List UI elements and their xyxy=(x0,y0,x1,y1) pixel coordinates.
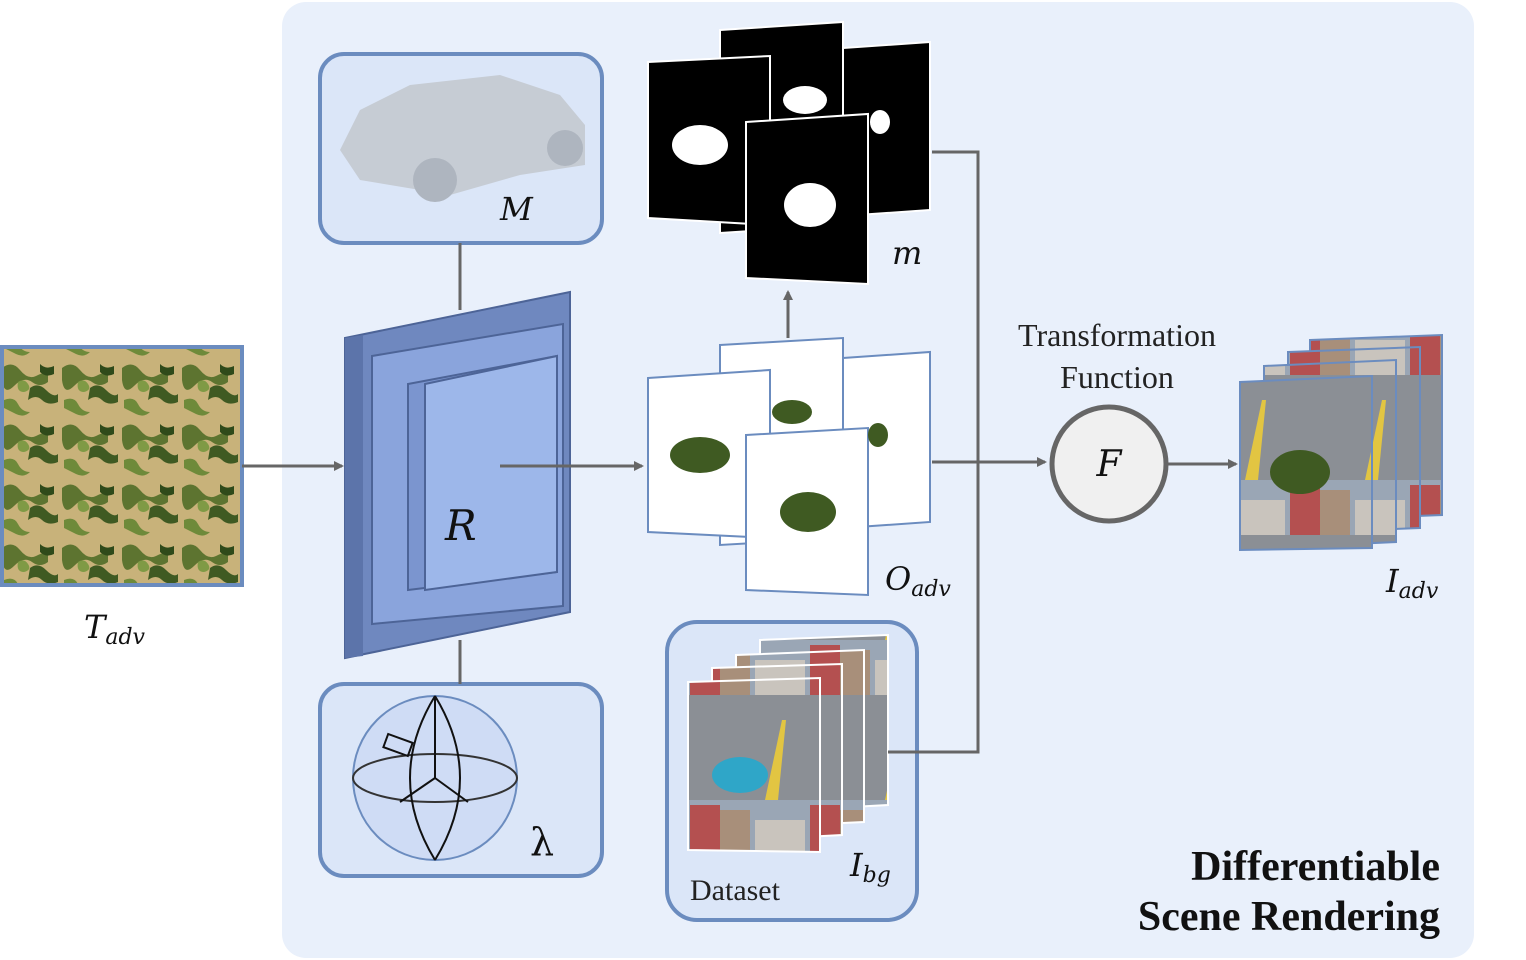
output-label: Iadv xyxy=(1385,562,1439,604)
camera-label: λ xyxy=(530,820,554,864)
dataset-label: Dataset xyxy=(690,874,781,907)
car-mesh-icon xyxy=(340,75,585,202)
connector-masks xyxy=(932,150,980,462)
rendered-object-stack xyxy=(647,336,931,597)
camera-box: λ xyxy=(318,682,604,878)
masks-label: m xyxy=(892,234,922,272)
connector-background xyxy=(888,462,980,754)
mesh-box: M xyxy=(318,52,604,245)
renderer-label: R xyxy=(444,501,477,550)
section-title-line2: Scene Rendering xyxy=(1138,894,1440,940)
section-title-line1: Differentiable xyxy=(1191,844,1440,890)
output-image-stack xyxy=(1239,333,1443,552)
objects-label: Oadv xyxy=(885,560,951,602)
sphere-icon xyxy=(352,695,518,861)
transform-title-line2: Function xyxy=(1060,359,1174,395)
transform-node: F xyxy=(1049,404,1169,524)
texture-label: Tadv xyxy=(84,608,146,650)
mask-stack xyxy=(647,20,931,286)
renderer-block: R xyxy=(344,290,571,660)
dataset-box: Dataset Ibg xyxy=(665,620,919,922)
mesh-label: M xyxy=(499,190,534,228)
texture-image xyxy=(0,345,244,587)
transform-symbol: F xyxy=(1096,444,1124,485)
transform-title-line1: Transformation xyxy=(1018,317,1216,353)
background-label: Ibg xyxy=(849,846,891,888)
